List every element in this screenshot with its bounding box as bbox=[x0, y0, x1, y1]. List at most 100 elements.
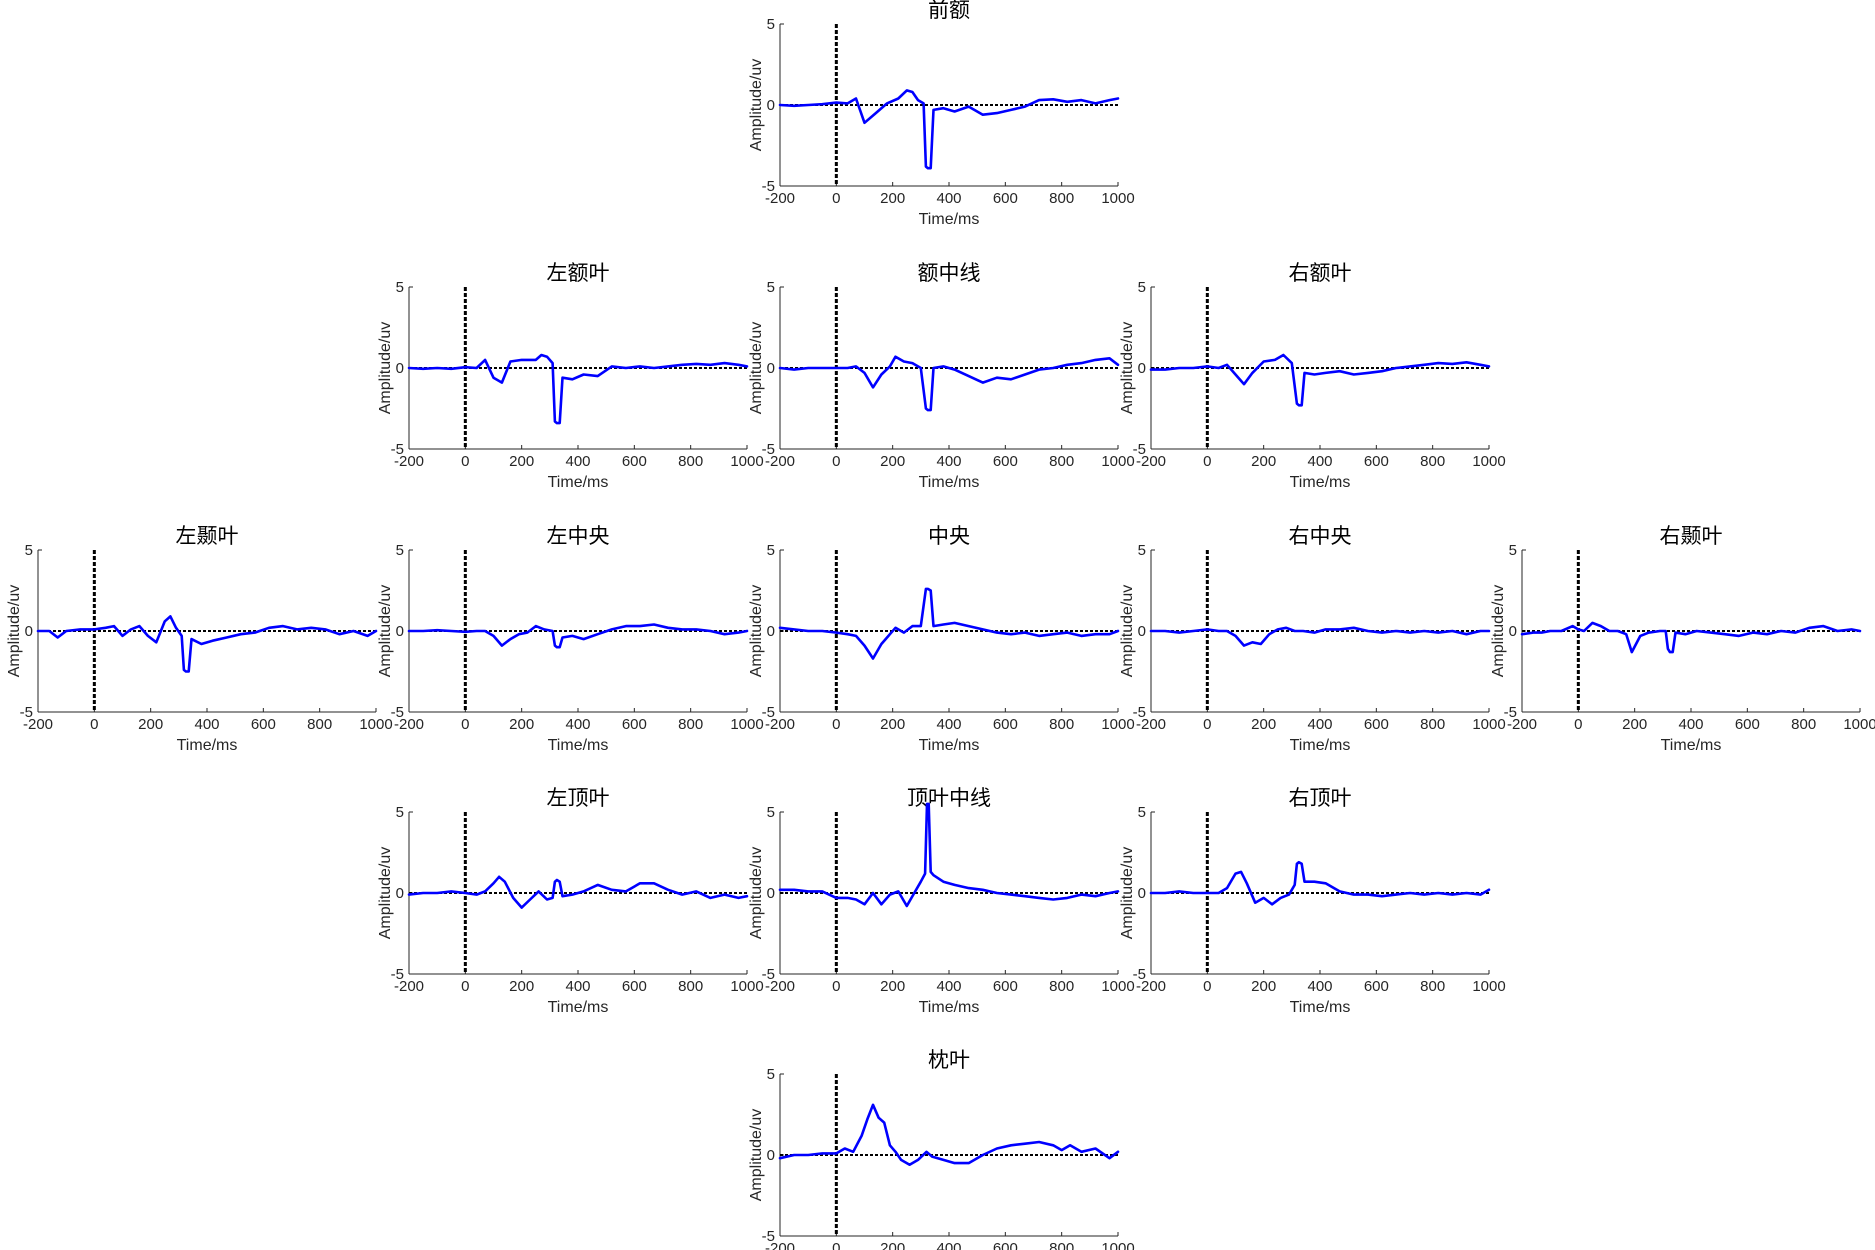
y-tick-label: 5 bbox=[1509, 542, 1517, 559]
y-tick-label: -5 bbox=[1133, 441, 1146, 458]
chart-title: 右顶叶 bbox=[1289, 786, 1352, 810]
x-tick-label: -200 bbox=[765, 453, 795, 470]
x-tick-label: 0 bbox=[832, 1240, 840, 1250]
x-tick-label: 0 bbox=[461, 978, 469, 995]
x-tick-label: 0 bbox=[461, 453, 469, 470]
y-tick-label: 0 bbox=[767, 97, 775, 114]
x-tick-label: 600 bbox=[1364, 453, 1389, 470]
x-tick-label: -200 bbox=[394, 453, 424, 470]
series-line bbox=[407, 623, 749, 649]
x-tick-label: 0 bbox=[1203, 453, 1211, 470]
x-tick-label: 200 bbox=[138, 716, 163, 733]
chart-panel-6: 左中央 -200 0 200 400 600 800 1000 -5 0 5 Time/ms Ampli… bbox=[377, 524, 764, 754]
x-tick-label: 600 bbox=[993, 1240, 1018, 1250]
series-line bbox=[1149, 626, 1491, 647]
x-tick-label: 1000 bbox=[1101, 978, 1134, 995]
chart-title: 右中央 bbox=[1289, 524, 1352, 548]
y-tick-label: -5 bbox=[762, 966, 775, 983]
y-tick-label: 5 bbox=[767, 1066, 775, 1083]
x-tick-label: 200 bbox=[880, 453, 905, 470]
x-axis-label: Time/ms bbox=[919, 211, 980, 228]
x-tick-label: -200 bbox=[765, 190, 795, 207]
x-tick-label: 600 bbox=[993, 716, 1018, 733]
y-tick-label: -5 bbox=[391, 704, 404, 721]
x-tick-label: 1000 bbox=[730, 453, 763, 470]
y-tick-label: -5 bbox=[1133, 704, 1146, 721]
x-tick-label: 200 bbox=[880, 716, 905, 733]
x-tick-label: 400 bbox=[936, 978, 961, 995]
x-axis-label: Time/ms bbox=[548, 999, 609, 1016]
x-tick-label: 200 bbox=[880, 1240, 905, 1250]
chart-panel-9: 右颞叶 -200 0 200 400 600 800 1000 -5 0 5 Time/ms Ampli… bbox=[1490, 524, 1875, 754]
series-line bbox=[778, 802, 1120, 908]
y-axis-label: Amplitude/uv bbox=[748, 585, 765, 678]
x-tick-label: 600 bbox=[622, 716, 647, 733]
chart-panel-13: 枕叶-20002004006008001000-505Time/msAmplit… bbox=[748, 1048, 1135, 1250]
x-tick-label: 400 bbox=[936, 190, 961, 207]
y-tick-label: 5 bbox=[767, 279, 775, 296]
y-tick-label: 5 bbox=[767, 542, 775, 559]
chart-panel-12: 右顶叶 -200 0 200 400 600 800 1000 -5 0 5 Time/ms Ampli… bbox=[1119, 786, 1506, 1016]
y-tick-label: -5 bbox=[1133, 966, 1146, 983]
chart-title: 右额叶 bbox=[1289, 261, 1352, 285]
x-tick-label: 0 bbox=[461, 716, 469, 733]
y-tick-label: 0 bbox=[1509, 623, 1517, 640]
x-tick-label: 800 bbox=[1049, 190, 1074, 207]
y-tick-label: 5 bbox=[1138, 279, 1146, 296]
chart-title: 额中线 bbox=[918, 261, 981, 285]
chart-panel-1: 前额 -200 0 200 400 600 800 1000 -5 0 5 Time/ms Amplit… bbox=[748, 0, 1135, 228]
y-tick-label: 0 bbox=[396, 360, 404, 377]
y-tick-label: 5 bbox=[1138, 542, 1146, 559]
y-tick-label: -5 bbox=[762, 178, 775, 195]
x-tick-label: 0 bbox=[90, 716, 98, 733]
y-tick-label: 0 bbox=[767, 360, 775, 377]
x-tick-label: 1000 bbox=[1101, 1240, 1134, 1250]
x-tick-label: 600 bbox=[1364, 716, 1389, 733]
chart-panel-4: 右额叶 -200 0 200 400 600 800 1000 -5 0 5 Time/ms Ampli… bbox=[1119, 261, 1506, 491]
x-tick-label: 1000 bbox=[1101, 716, 1134, 733]
x-tick-label: 200 bbox=[509, 978, 534, 995]
x-tick-label: 200 bbox=[509, 453, 534, 470]
x-tick-label: 800 bbox=[1791, 716, 1816, 733]
x-tick-label: 800 bbox=[1049, 453, 1074, 470]
y-axis-label: Amplitude/uv bbox=[1119, 585, 1136, 678]
x-tick-label: 1000 bbox=[730, 978, 763, 995]
series-line bbox=[778, 1103, 1120, 1166]
x-axis-label: Time/ms bbox=[177, 737, 238, 754]
y-tick-label: -5 bbox=[1504, 704, 1517, 721]
y-axis-label: Amplitude/uv bbox=[377, 585, 394, 678]
x-tick-label: -200 bbox=[1136, 453, 1166, 470]
x-tick-label: -200 bbox=[765, 978, 795, 995]
x-axis-label: Time/ms bbox=[919, 474, 980, 491]
chart-title: 左额叶 bbox=[547, 261, 610, 285]
y-axis-label: Amplitude/uv bbox=[6, 585, 23, 678]
x-tick-label: 0 bbox=[832, 978, 840, 995]
x-axis-label: Time/ms bbox=[548, 474, 609, 491]
x-tick-label: -200 bbox=[1507, 716, 1537, 733]
y-tick-label: 5 bbox=[767, 16, 775, 33]
chart-panel-2: 左额叶 -200 0 200 400 600 800 1000 -5 0 5 Time/ms Ampli… bbox=[377, 261, 764, 491]
x-axis-label: Time/ms bbox=[1290, 737, 1351, 754]
chart-title: 顶叶中线 bbox=[907, 786, 991, 810]
x-tick-label: 600 bbox=[622, 453, 647, 470]
x-tick-label: 200 bbox=[880, 978, 905, 995]
x-axis-label: Time/ms bbox=[1661, 737, 1722, 754]
y-axis-label: Amplitude/uv bbox=[748, 1109, 765, 1202]
y-axis-label: Amplitude/uv bbox=[748, 322, 765, 415]
chart-title: 左顶叶 bbox=[547, 786, 610, 810]
y-axis-label: Amplitude/uv bbox=[377, 847, 394, 940]
x-tick-label: 800 bbox=[1049, 716, 1074, 733]
x-tick-label: 800 bbox=[1420, 716, 1445, 733]
x-tick-label: 1000 bbox=[1843, 716, 1875, 733]
y-tick-label: 0 bbox=[767, 1147, 775, 1164]
series-line bbox=[407, 353, 749, 425]
y-tick-label: 5 bbox=[25, 542, 33, 559]
y-tick-label: -5 bbox=[762, 441, 775, 458]
x-tick-label: -200 bbox=[1136, 716, 1166, 733]
x-tick-label: 400 bbox=[565, 453, 590, 470]
x-tick-label: 600 bbox=[1735, 716, 1760, 733]
x-tick-label: 400 bbox=[1307, 978, 1332, 995]
x-tick-label: 800 bbox=[678, 978, 703, 995]
chart-panel-3: 额中线 -200 0 200 400 600 800 1000 -5 0 5 Time/ms Ampli… bbox=[748, 261, 1135, 491]
x-tick-label: 1000 bbox=[359, 716, 392, 733]
